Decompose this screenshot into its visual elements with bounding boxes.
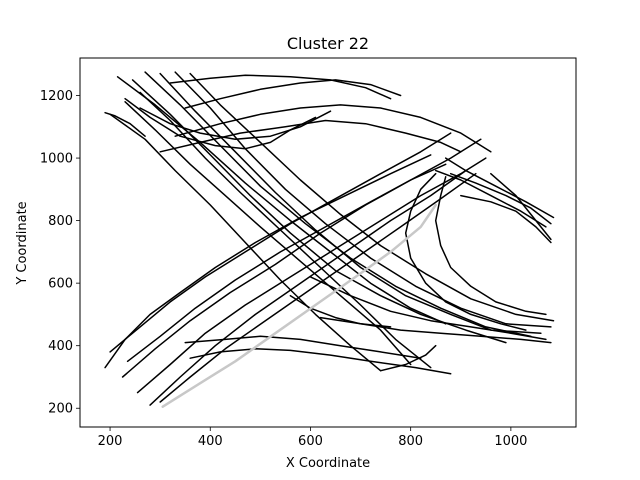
trajectory-line-29 (434, 176, 547, 316)
plot-area (104, 71, 555, 408)
trajectory-line-26 (444, 157, 555, 219)
x-tick-label: 800 (398, 434, 423, 449)
trajectory-line-34 (289, 294, 392, 328)
trajectory-line-10 (109, 132, 452, 353)
x-axis-label: X Coordinate (286, 456, 370, 471)
trajectory-line-8 (109, 113, 382, 372)
trajectory-line-14 (159, 172, 477, 403)
trajectory-line-33 (104, 111, 146, 137)
trajectory-line-20 (189, 348, 452, 375)
x-tick-label: 600 (298, 434, 323, 449)
trajectory-line-27 (460, 194, 552, 244)
trajectory-line-16 (174, 104, 492, 153)
trajectory-line-12 (136, 157, 487, 394)
trajectory-line-3 (159, 72, 542, 334)
trajectory-line-5 (189, 72, 555, 322)
trajectory-line-35 (379, 344, 437, 372)
y-tick-label: 1200 (40, 89, 73, 104)
chart-title: Cluster 22 (287, 34, 369, 53)
trajectory-line-28 (404, 172, 527, 331)
trajectory-line-30 (490, 172, 552, 241)
highlight-trajectory-line-0 (161, 203, 437, 408)
trajectory-line-23 (309, 276, 547, 341)
x-tick-label: 200 (98, 434, 123, 449)
trajectory-line-31 (124, 97, 317, 150)
trajectory-line-18 (184, 79, 402, 109)
y-axis: 200 400 600 800 1000 1200 (40, 89, 80, 417)
y-tick-label: 600 (48, 277, 73, 292)
trajectory-line-17 (159, 119, 462, 153)
y-axis-label: Y Coordinate (15, 201, 30, 285)
x-tick-label: 400 (198, 434, 223, 449)
y-tick-label: 400 (48, 339, 73, 354)
trajectory-line-11 (121, 138, 482, 378)
trajectory-line-6 (124, 101, 412, 366)
y-tick-label: 200 (48, 402, 73, 417)
trajectory-line-13 (149, 169, 467, 406)
trajectory-line-21 (184, 335, 422, 359)
trajectory-line-15 (126, 163, 447, 363)
x-tick-label: 1000 (494, 434, 527, 449)
y-tick-label: 800 (48, 214, 73, 229)
y-tick-label: 1000 (40, 152, 73, 167)
trajectory-line-32 (139, 107, 332, 141)
trajectory-line-24 (434, 169, 547, 228)
trajectory-line-9 (104, 154, 432, 369)
trajectory-line-0 (116, 76, 447, 325)
x-axis: 200 400 600 800 1000 (98, 427, 527, 449)
plot-frame (79, 57, 577, 428)
trajectory-line-19 (169, 74, 392, 100)
trajectory-line-25 (449, 172, 552, 225)
